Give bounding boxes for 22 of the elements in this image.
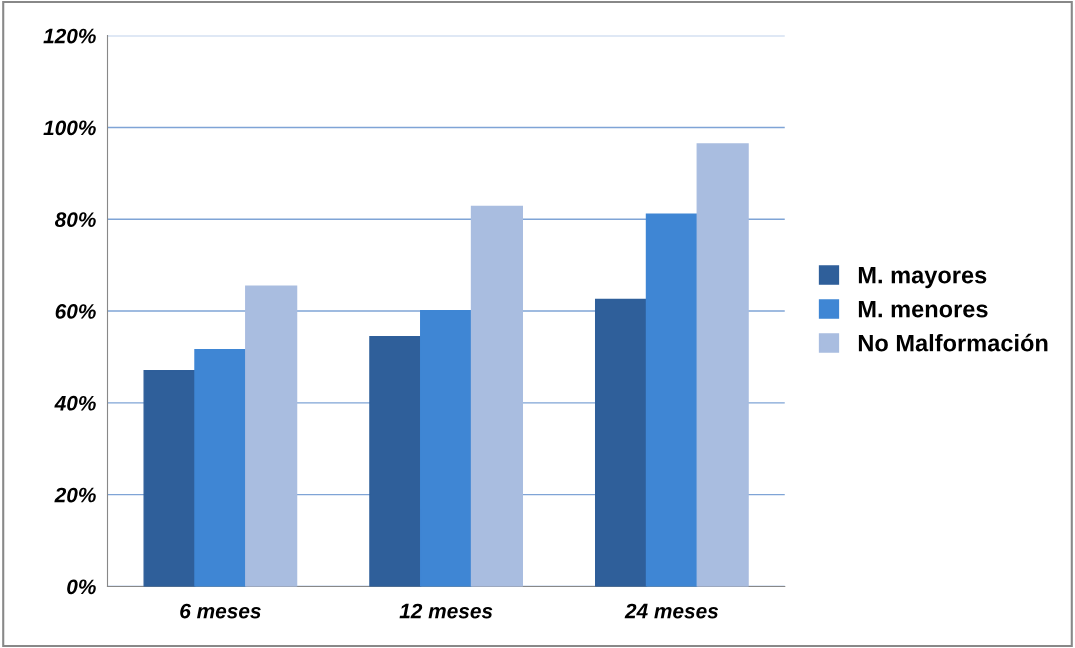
y-tick-label: 100% [43,120,96,136]
y-tick-label: 20% [54,487,96,503]
x-tick-label: 6 meses [180,603,261,619]
y-tick-label: 60% [55,304,96,319]
bar [696,143,749,587]
y-tick-label: 120% [43,28,96,44]
x-tick-label: 12 meses [399,603,493,619]
bar [194,348,247,587]
bar [369,336,422,587]
bar [594,298,648,587]
bar [645,213,698,587]
legend-label: M. mayores [858,267,987,289]
x-tick-label: 24 meses [624,603,719,619]
bar [143,370,196,587]
legend-label: M. menores [858,300,988,318]
y-tick-label: 40% [54,395,96,411]
legend-label: No Malformación [858,333,1048,352]
bar [470,205,524,587]
y-tick-label: 80% [54,212,96,227]
y-tick-label: 0% [67,579,96,595]
bar [420,309,473,587]
bar [245,285,298,587]
